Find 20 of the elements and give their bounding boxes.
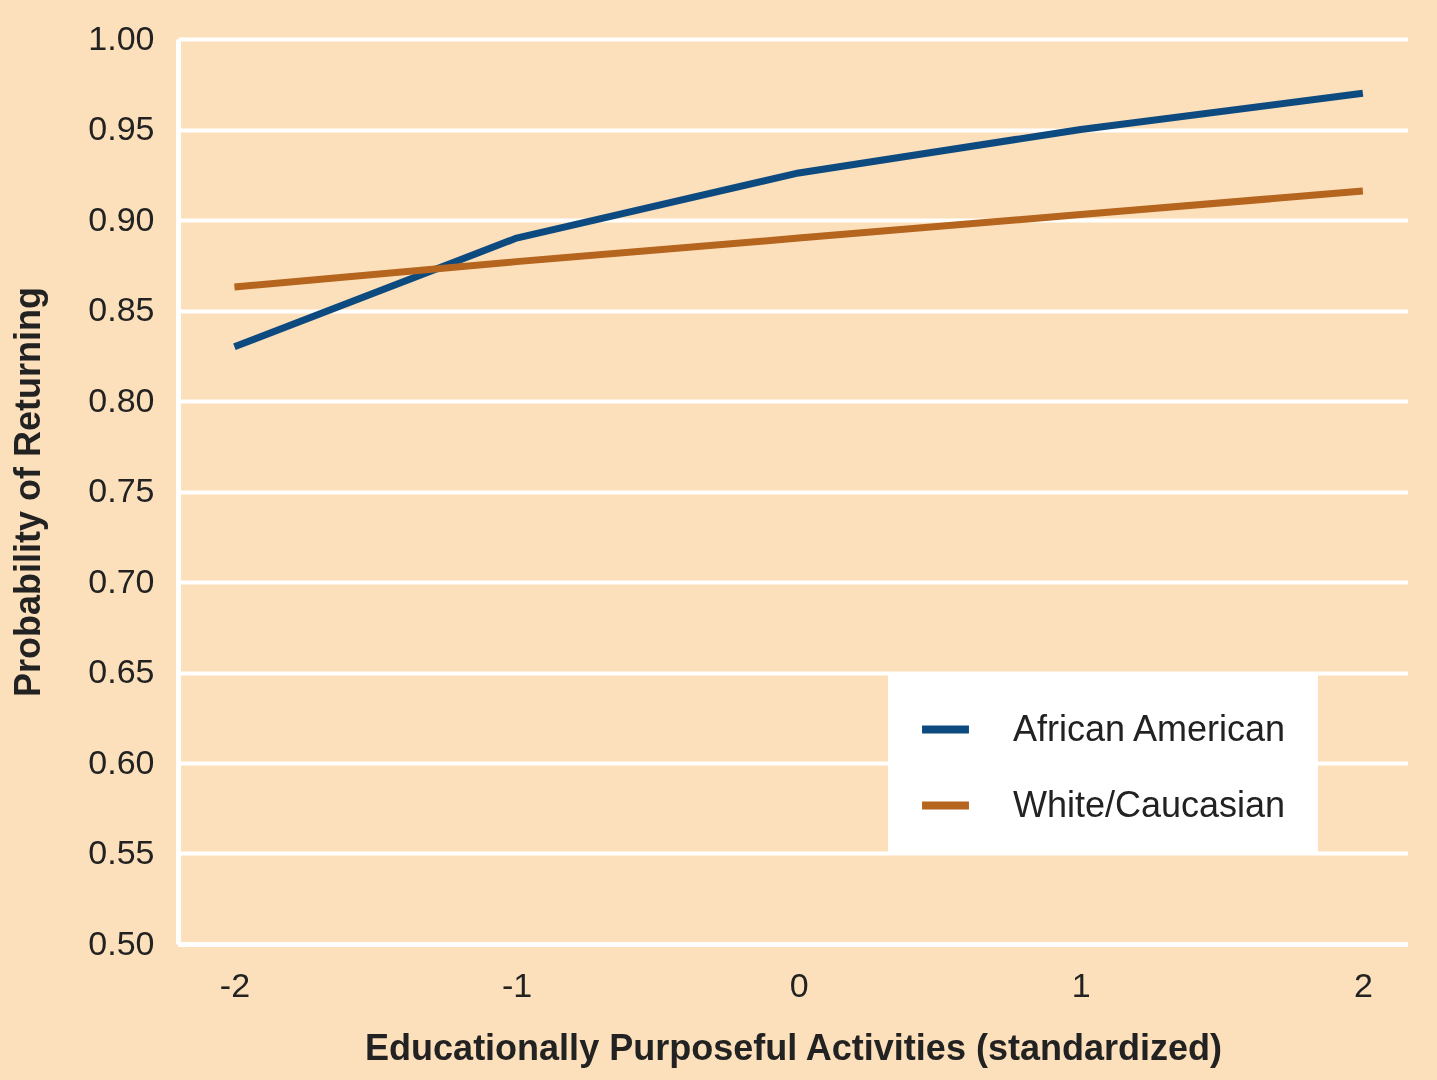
y-tick-label: 0.90: [88, 199, 155, 238]
y-tick-label: 0.60: [88, 742, 155, 781]
y-tick-label: 0.65: [88, 652, 155, 690]
y-axis-title: Probability of Returning: [7, 287, 49, 697]
y-tick-label: 0.80: [88, 380, 155, 419]
x-tick-label: -2: [219, 965, 251, 1004]
y-tick-label: 1.00: [88, 18, 155, 57]
y-tick-label: 0.50: [88, 923, 155, 962]
y-tick-label: 0.75: [88, 471, 155, 509]
legend-label: African American: [1013, 707, 1286, 749]
y-tick-label: 0.70: [88, 561, 155, 600]
y-tick-label: 0.55: [88, 833, 155, 871]
x-tick-label: -1: [501, 965, 533, 1004]
x-tick-label: 0: [789, 965, 809, 1004]
x-tick-label: 1: [1071, 965, 1091, 1004]
x-tick-label: 2: [1353, 965, 1373, 1004]
y-tick-label: 0.85: [88, 290, 155, 328]
x-axis-title: Educationally Purposeful Activities (standardized): [365, 1026, 1222, 1068]
y-tick-label: 0.95: [88, 109, 155, 147]
legend-label: White/Caucasian: [1013, 783, 1286, 825]
